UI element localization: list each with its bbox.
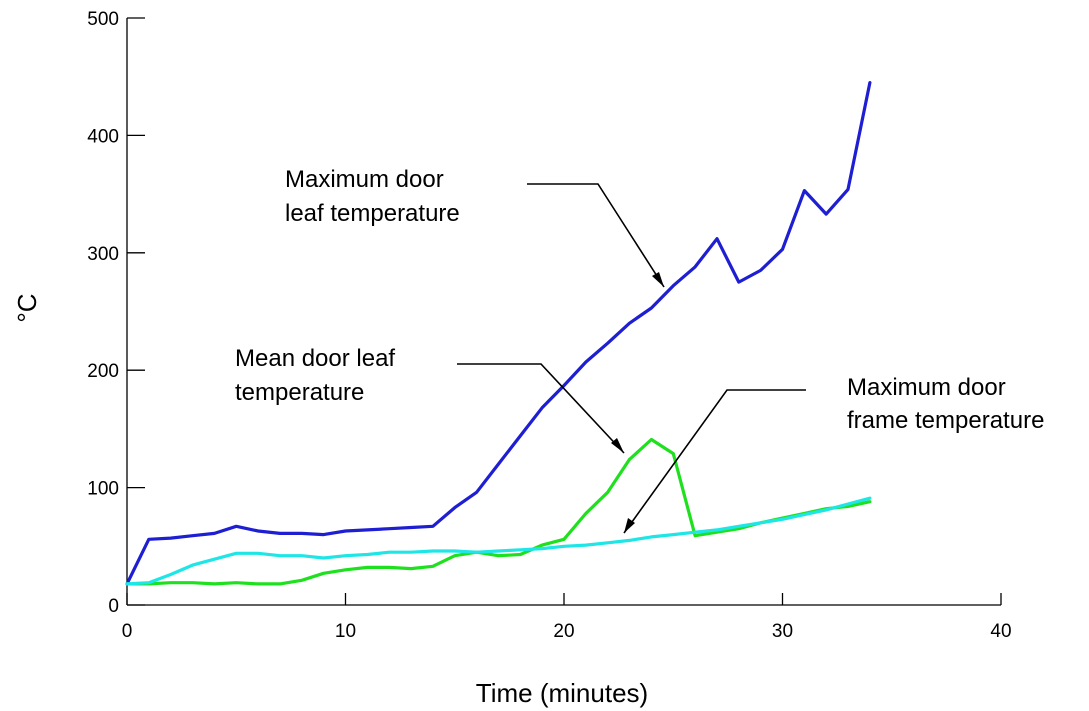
annotation-max-leaf: Maximum door leaf temperature (285, 166, 665, 288)
y-tick-label: 0 (108, 596, 119, 617)
x-ticks: 0 10 20 30 40 (122, 593, 1012, 642)
y-tick-label: 200 (87, 361, 119, 382)
annotation-mean-leaf-arrowhead (611, 438, 624, 453)
annotation-max-leaf-line-1: Maximum door (285, 166, 444, 193)
series-layer (125, 80, 872, 586)
series-line-max-door-leaf (125, 80, 872, 586)
series-line-mean-door-leaf (125, 437, 872, 586)
annotation-max-frame-leader (623, 389, 806, 534)
y-tick-label: 100 (87, 479, 119, 500)
annotations: Maximum door leaf temperature Mean door … (235, 166, 1044, 534)
x-axis-title: Time (minutes) (476, 678, 648, 708)
annotation-mean-leaf: Mean door leaf temperature (235, 345, 625, 454)
annotation-max-frame: Maximum door frame temperature (623, 374, 1044, 534)
annotation-max-frame-line-1: Maximum door (847, 374, 1006, 401)
x-tick-label: 30 (772, 621, 793, 642)
annotation-mean-leaf-line-1: Mean door leaf (235, 345, 395, 372)
annotation-mean-leaf-leader (457, 363, 625, 454)
y-tick-label: 500 (87, 9, 119, 30)
axes (126, 18, 1001, 606)
annotation-max-frame-arrowhead (624, 518, 635, 533)
y-tick-label: 400 (87, 126, 119, 147)
annotation-max-leaf-leader (527, 183, 665, 288)
y-ticks: 0 100 200 300 400 500 (87, 9, 145, 617)
x-tick-label: 20 (553, 621, 574, 642)
y-axis-title: °C (12, 293, 42, 322)
x-tick-label: 40 (990, 621, 1011, 642)
x-tick-label: 10 (335, 621, 356, 642)
annotation-max-leaf-line-2: leaf temperature (285, 200, 460, 227)
annotation-mean-leaf-line-2: temperature (235, 379, 364, 406)
annotation-max-leaf-arrowhead (652, 272, 664, 287)
y-tick-label: 300 (87, 244, 119, 265)
annotation-max-frame-line-2: frame temperature (847, 407, 1044, 434)
x-tick-label: 0 (122, 621, 133, 642)
series-line-max-door-frame (125, 496, 872, 586)
